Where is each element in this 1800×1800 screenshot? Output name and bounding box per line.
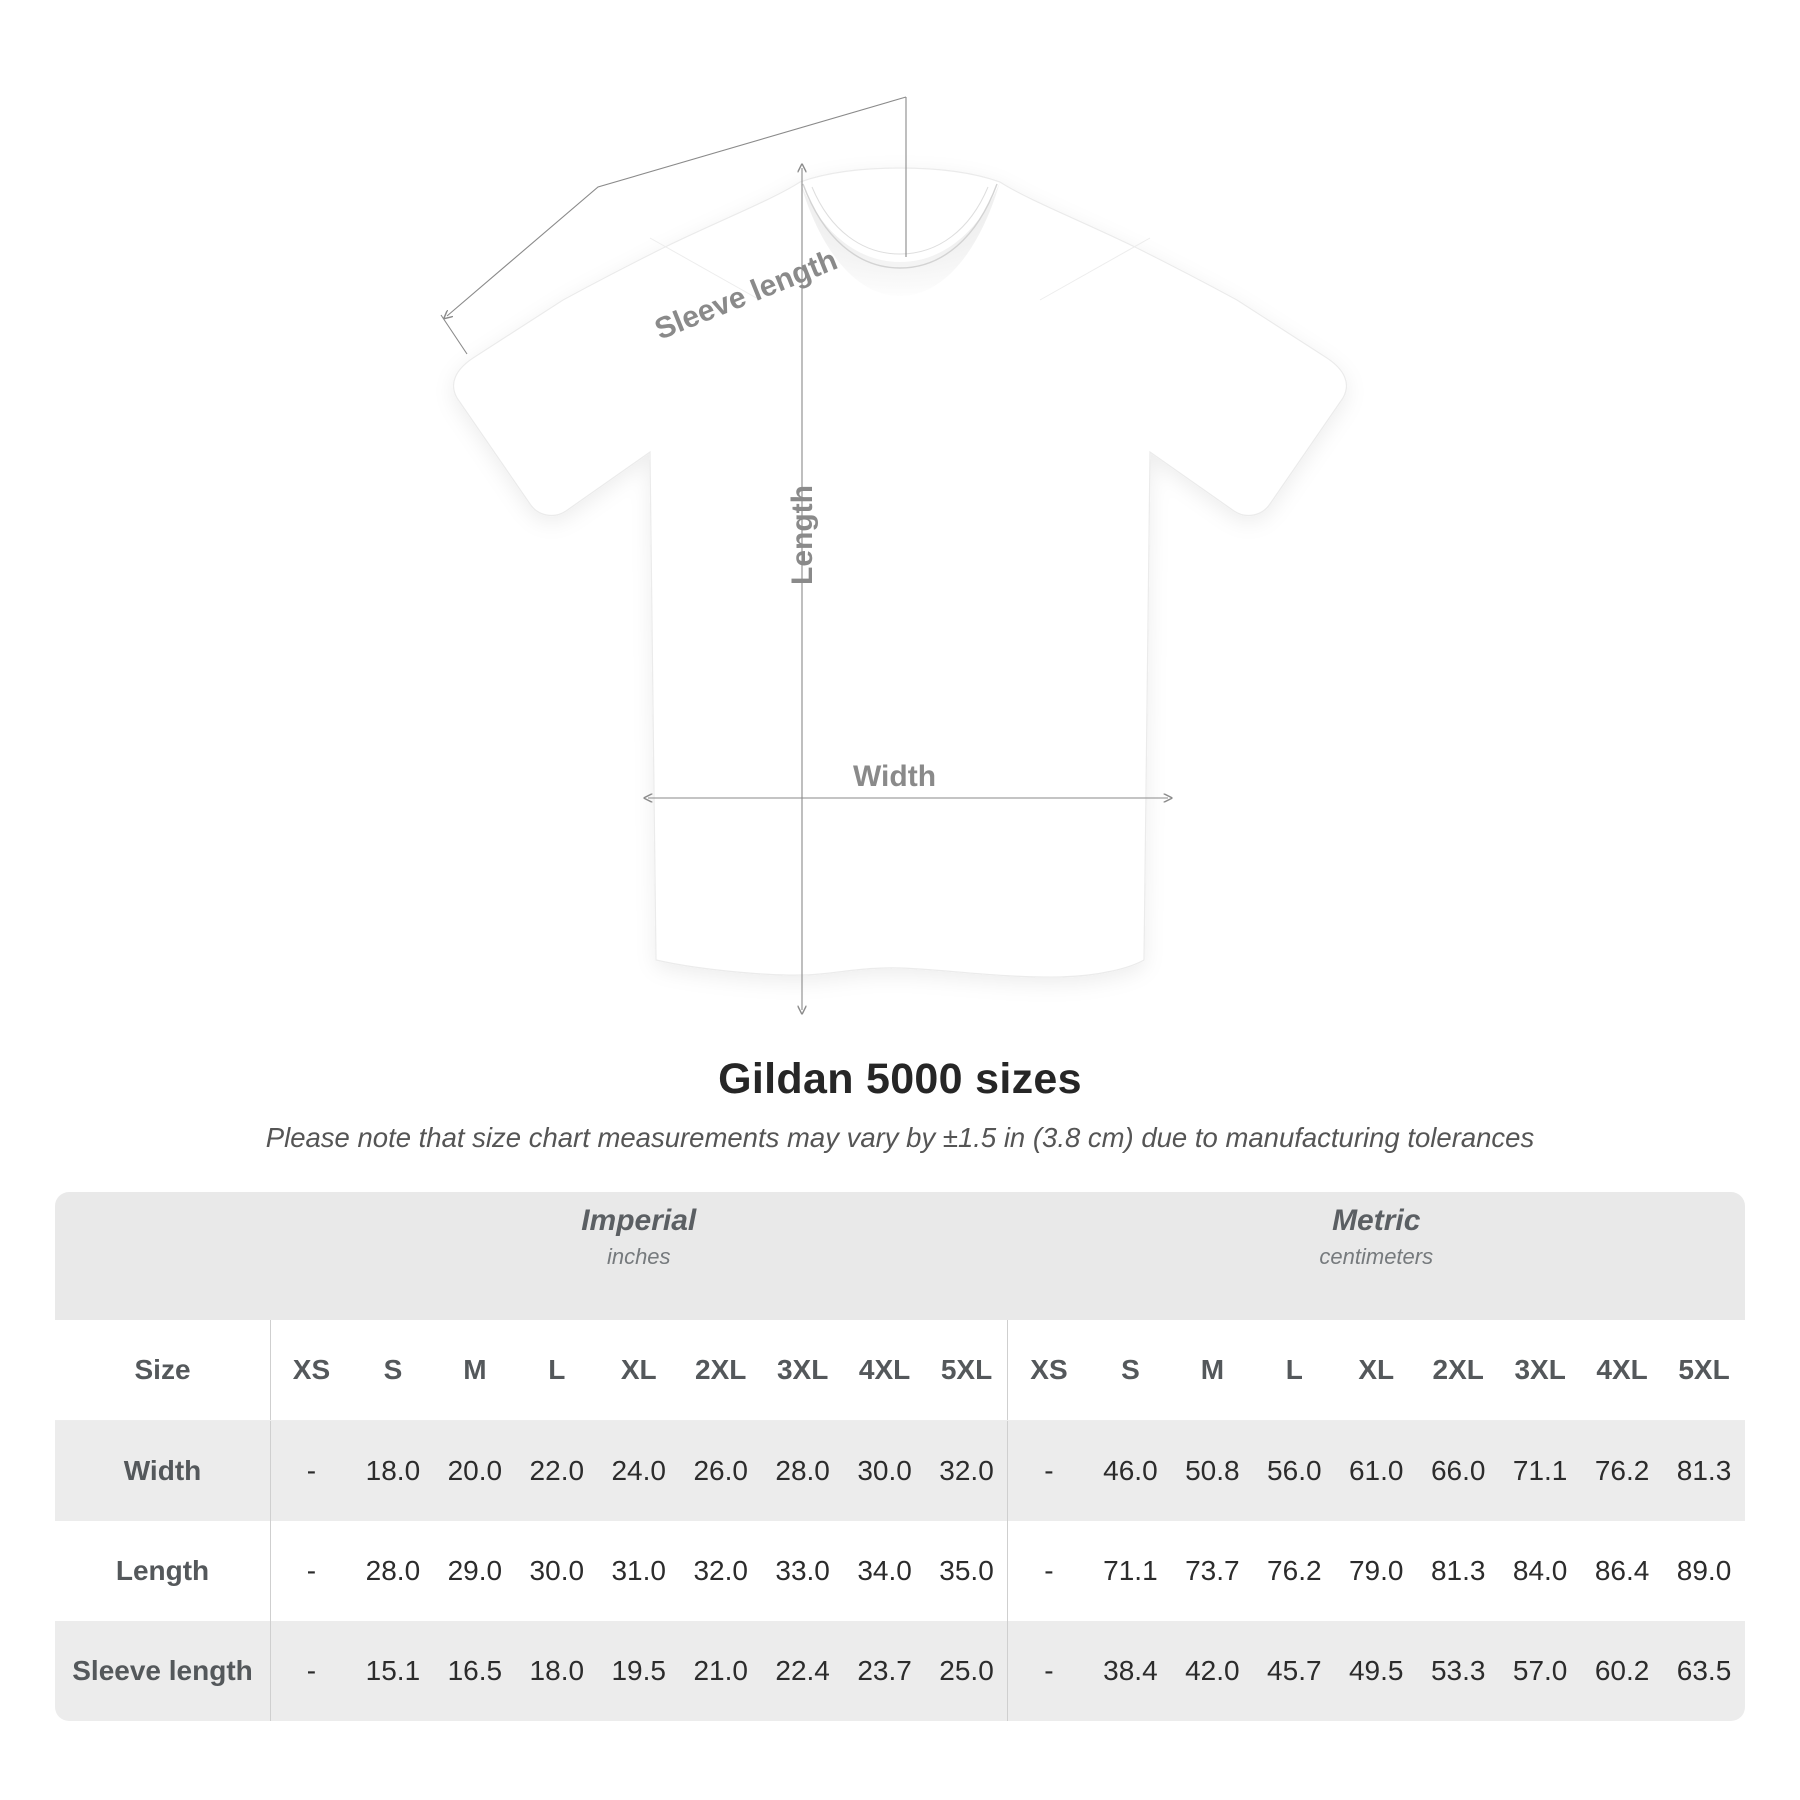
svg-text:Sleeve length: Sleeve length [650,243,842,346]
svg-text:Length: Length [786,485,819,585]
svg-text:Width: Width [853,760,936,793]
